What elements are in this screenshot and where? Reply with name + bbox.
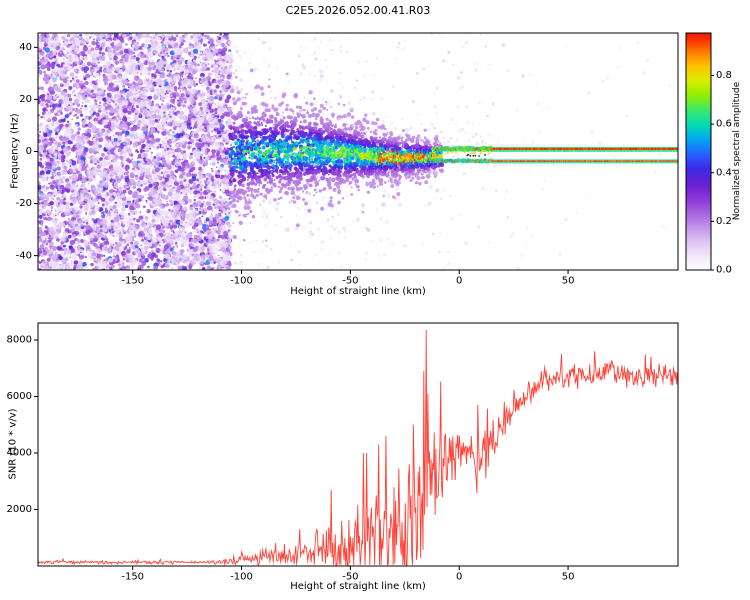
colorbar-label: Normalized spectral amplitude	[732, 81, 742, 221]
bottom-yaxis-label: SNR (10 * v/v)	[7, 408, 19, 480]
top-yaxis-label: Frequency (Hz)	[9, 113, 21, 189]
top-xaxis-label: Height of straight line (km)	[290, 286, 426, 297]
bottom-xaxis-label: Height of straight line (km)	[290, 581, 426, 592]
chart-title: C2E5.2026.052.00.41.R03	[285, 4, 431, 17]
